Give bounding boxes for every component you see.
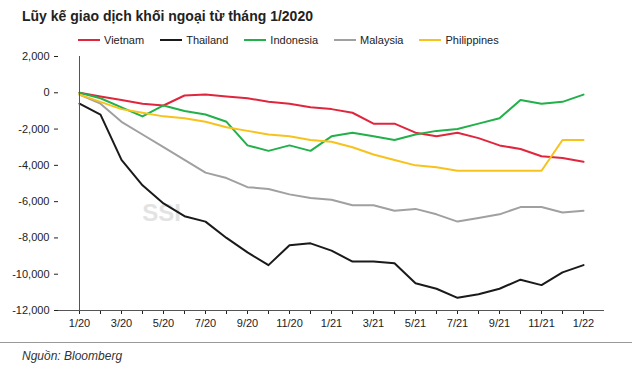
html-text:Lũy kế giao dịch khối ngoại từ: Lũy kế giao dịch khối ngoại từ tháng 1/2…: [22, 8, 313, 24]
svg-text:7/21: 7/21: [447, 317, 468, 329]
html-text:Indonesia: Indonesia: [270, 34, 319, 46]
svg-text:11/20: 11/20: [276, 317, 303, 329]
svg-text:3/20: 3/20: [111, 317, 132, 329]
html-text:Vietnam: Vietnam: [104, 34, 145, 46]
svg-text:5/21: 5/21: [405, 317, 426, 329]
html-text:Nguồn: Bloomberg: Nguồn: Bloomberg: [22, 349, 123, 363]
svg-text:1/20: 1/20: [69, 317, 90, 329]
svg-text:-8,000: -8,000: [18, 231, 49, 243]
svg-text:-4,000: -4,000: [18, 159, 49, 171]
svg-text:-2,000: -2,000: [18, 123, 49, 135]
svg-text:9/21: 9/21: [489, 317, 510, 329]
svg-text:1/22: 1/22: [573, 317, 594, 329]
svg-text:1/21: 1/21: [321, 317, 342, 329]
svg-text:-10,000: -10,000: [12, 268, 49, 280]
html-text:Philippines: Philippines: [445, 34, 499, 46]
svg-text:-12,000: -12,000: [12, 304, 49, 316]
html-text:Malaysia: Malaysia: [360, 34, 404, 46]
svg-text:11/21: 11/21: [528, 317, 555, 329]
svg-text:5/20: 5/20: [153, 317, 174, 329]
svg-text:3/21: 3/21: [363, 317, 384, 329]
svg-text:SSI: SSI: [142, 199, 181, 226]
svg-text:9/20: 9/20: [237, 317, 258, 329]
svg-text:-6,000: -6,000: [18, 195, 49, 207]
html-text:Thailand: Thailand: [186, 34, 229, 46]
svg-text:2,000: 2,000: [22, 50, 50, 62]
svg-text:0: 0: [43, 86, 49, 98]
svg-text:7/20: 7/20: [195, 317, 216, 329]
